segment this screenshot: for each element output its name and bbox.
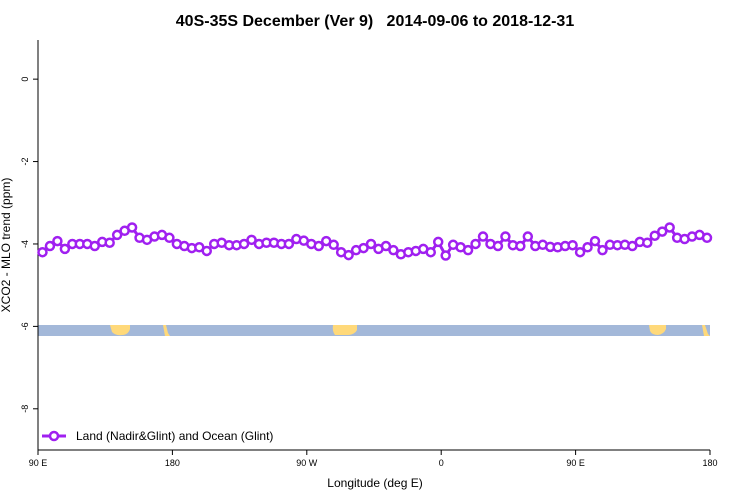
- data-point: [470, 238, 481, 250]
- data-point: [582, 242, 593, 253]
- data-point: [522, 231, 534, 242]
- data-point: [201, 245, 212, 257]
- data-point: [589, 235, 601, 247]
- chart-title: 40S-35S December (Ver 9) 2014-09-06 to 2…: [176, 13, 575, 30]
- data-point: [365, 238, 377, 250]
- data-point: [37, 246, 48, 258]
- data-point: [283, 238, 295, 250]
- data-point: [462, 244, 474, 256]
- data-point: [656, 226, 668, 237]
- land-patch: [332, 325, 357, 335]
- data-point: [649, 230, 660, 241]
- y-tick-label: -8: [20, 405, 30, 413]
- data-point: [246, 234, 257, 246]
- data-point: [126, 222, 138, 233]
- data-point: [104, 237, 115, 248]
- data-point: [59, 243, 71, 255]
- data-point: [440, 250, 451, 261]
- data-point: [164, 232, 175, 244]
- x-tick-label: 180: [702, 458, 717, 468]
- y-tick-label: -4: [20, 240, 30, 248]
- surface-strip: [38, 325, 710, 336]
- land-patch: [702, 325, 710, 336]
- legend-marker: [48, 430, 60, 442]
- ocean-band: [38, 325, 710, 336]
- land-patch: [163, 325, 170, 336]
- land-patch: [649, 325, 666, 335]
- x-tick-label: 90 E: [566, 458, 585, 468]
- data-point: [574, 246, 586, 258]
- data-point: [388, 244, 399, 256]
- y-tick-label: -6: [20, 322, 30, 330]
- data-point: [111, 229, 123, 241]
- y-axis-label: XCO2 - MLO trend (ppm): [0, 178, 13, 313]
- data-point: [627, 240, 638, 252]
- data-point: [44, 240, 56, 252]
- data-point: [432, 236, 444, 248]
- data-point: [313, 240, 324, 252]
- legend-label: Land (Nadir&Glint) and Ocean (Glint): [76, 429, 273, 443]
- data-point: [52, 235, 63, 247]
- x-tick-label: 180: [165, 458, 180, 468]
- data-point: [567, 239, 578, 251]
- x-tick-label: 0: [439, 458, 444, 468]
- data-point: [380, 240, 392, 252]
- data-point: [89, 240, 100, 252]
- data-point: [425, 246, 436, 258]
- x-tick-label: 90 W: [296, 458, 318, 468]
- data-point: [701, 232, 713, 244]
- y-tick-label: -2: [20, 158, 30, 166]
- data-point: [238, 238, 250, 250]
- land-patch: [110, 325, 130, 336]
- y-tick-label: 0: [20, 77, 30, 82]
- data-point: [477, 231, 489, 242]
- data-point: [597, 244, 608, 256]
- data-point: [492, 240, 504, 252]
- x-axis-label: Longitude (deg E): [327, 476, 422, 490]
- data-point: [515, 240, 526, 252]
- data-point: [500, 231, 511, 242]
- x-tick-label: 90 E: [29, 458, 48, 468]
- data-point: [358, 242, 369, 254]
- data-point: [664, 222, 675, 233]
- data-point: [642, 237, 653, 248]
- data-point: [343, 249, 354, 261]
- data-point: [328, 239, 339, 251]
